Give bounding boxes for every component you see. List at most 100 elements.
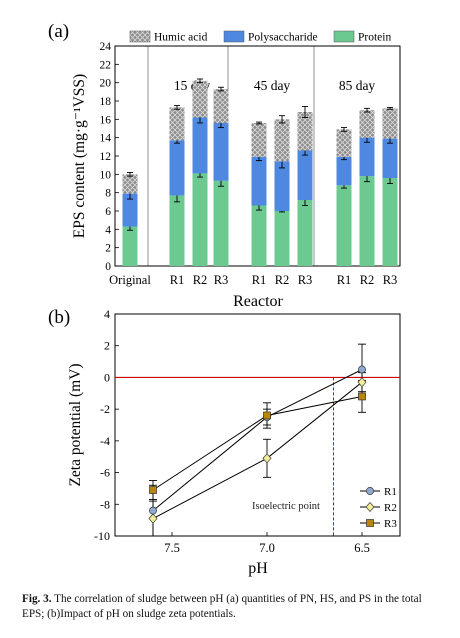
y-tick-label-a: 8	[105, 188, 111, 200]
x-tick-label-a: R3	[214, 273, 229, 287]
series-line-r3	[152, 395, 363, 491]
y-tick-label-b: -10	[94, 529, 110, 543]
bar-segment-protein	[274, 211, 290, 266]
y-tick-label-b: 2	[104, 339, 110, 353]
bar-segment-humic-acid	[359, 110, 375, 138]
plot-frame-b	[114, 313, 401, 537]
bar-segment-protein	[336, 185, 352, 266]
legend-label-b: R2	[384, 502, 397, 514]
x-tick-label-b: 6.5	[354, 541, 370, 555]
x-tick-label-a: R2	[360, 273, 375, 287]
y-axis-title-a: EPS content (mg·g⁻¹VSS)	[71, 74, 88, 238]
x-tick-label-a: R3	[298, 273, 313, 287]
bar-segment-polysaccharide	[169, 140, 185, 196]
bar-segment-humic-acid	[382, 108, 398, 139]
legend-swatch-a	[129, 30, 151, 43]
y-tick-label-a: 0	[105, 261, 111, 273]
x-tick-label-b: 7.5	[164, 541, 180, 555]
group-label: 45 day	[254, 78, 291, 93]
series-line-r1	[152, 369, 363, 512]
x-tick-label-a: R2	[275, 273, 290, 287]
y-tick-label-a: 4	[105, 224, 111, 236]
group-label: 85 day	[339, 78, 376, 93]
bar-segment-polysaccharide	[359, 137, 375, 177]
x-tick-label-a: R1	[170, 273, 185, 287]
bar-segment-humic-acid	[122, 174, 138, 194]
y-tick-label-a: 20	[100, 78, 112, 90]
y-tick-label-a: 12	[100, 151, 112, 163]
bar-segment-protein	[297, 200, 313, 266]
bar-segment-humic-acid	[213, 89, 229, 123]
figure: (a)15 day 45 day 85 day0246810121416182022…	[48, 21, 401, 577]
data-point-r3	[149, 486, 157, 494]
bar-segment-protein	[122, 226, 138, 266]
bar-segment-polysaccharide	[274, 161, 290, 211]
data-point-r2	[357, 377, 367, 388]
x-tick-label-a: R3	[383, 273, 398, 287]
legend-marker-b	[366, 519, 374, 527]
legend-label-a: Polysaccharide	[248, 32, 318, 44]
data-point-r3	[358, 392, 366, 401]
legend-swatch-a	[223, 30, 245, 43]
legend-label-a: Humic acid	[154, 32, 208, 44]
y-tick-label-a: 24	[100, 41, 112, 53]
bar-segment-polysaccharide	[213, 123, 229, 181]
bar-segment-polysaccharide	[297, 150, 313, 200]
data-point-r3	[263, 411, 271, 420]
bar-segment-humic-acid	[251, 123, 267, 157]
x-tick-label-a: R1	[337, 273, 352, 287]
panel-a-label: (a)	[48, 21, 69, 42]
legend-swatch-a	[333, 30, 355, 43]
bar-segment-protein	[382, 178, 398, 266]
bar-segment-humic-acid	[192, 80, 208, 118]
bar-segment-polysaccharide	[251, 156, 267, 206]
data-point-r1	[149, 506, 157, 515]
bar-segment-protein	[213, 180, 229, 266]
y-tick-label-a: 18	[100, 96, 112, 108]
legend-label-b: R3	[384, 518, 397, 530]
bar-segment-polysaccharide	[382, 138, 398, 178]
bar-segment-protein	[251, 205, 267, 266]
data-point-r1	[358, 365, 366, 374]
y-tick-label-b: -6	[100, 466, 110, 480]
caption-label: Fig. 3.	[22, 593, 52, 605]
chart-panel-a: (a)15 day 45 day 85 day0246810121416182022…	[48, 21, 401, 310]
x-axis-title-a: Reactor	[233, 293, 283, 310]
x-tick-label-a: R2	[193, 273, 208, 287]
legend-label-b: R1	[384, 486, 397, 498]
legend-marker-b	[366, 487, 374, 495]
x-axis-title-b: pH	[248, 560, 268, 577]
y-tick-label-a: 14	[100, 133, 112, 145]
bar-segment-humic-acid	[169, 107, 185, 141]
y-tick-label-a: 10	[100, 169, 112, 181]
bar-segment-polysaccharide	[122, 193, 138, 227]
y-axis-title-b: Zeta potential (mV)	[67, 363, 84, 486]
y-tick-label-b: 4	[104, 307, 110, 321]
caption-text: The correlation of sludge between pH (a)…	[22, 593, 422, 620]
y-tick-label-a: 22	[100, 59, 112, 71]
y-tick-label-a: 16	[100, 114, 112, 126]
bar-segment-humic-acid	[297, 112, 313, 151]
bar-segment-polysaccharide	[336, 156, 352, 186]
data-point-r2	[148, 513, 158, 524]
chart-panel-b: (b) -10 -8 -6 -4 -2 0 2 4 7.5 7.0 6.5 Isoelectric po…	[48, 307, 401, 577]
y-tick-label-a: 2	[105, 243, 111, 255]
legend-label-a: Protein	[358, 32, 391, 44]
isoelectric-label: Isoelectric point	[252, 501, 320, 512]
bar-segment-protein	[192, 173, 208, 266]
y-tick-label-b: -4	[100, 434, 110, 448]
figure-caption: Fig. 3. The correlation of sludge betwee…	[22, 592, 442, 622]
x-tick-label-a: R1	[252, 273, 267, 287]
x-tick-label-a: Original	[109, 273, 151, 287]
y-tick-label-a: 6	[105, 206, 111, 218]
data-point-r2	[262, 453, 272, 464]
x-tick-label-b: 7.0	[259, 541, 275, 555]
panel-b-label: (b)	[48, 307, 70, 328]
y-tick-label-b: -8	[100, 497, 110, 511]
bar-segment-polysaccharide	[192, 117, 208, 174]
y-tick-label-b: 0	[104, 370, 110, 384]
y-tick-label-b: -2	[100, 402, 110, 416]
legend-marker-b	[365, 501, 375, 513]
bar-segment-protein	[359, 176, 375, 266]
bar-segment-humic-acid	[274, 119, 290, 162]
